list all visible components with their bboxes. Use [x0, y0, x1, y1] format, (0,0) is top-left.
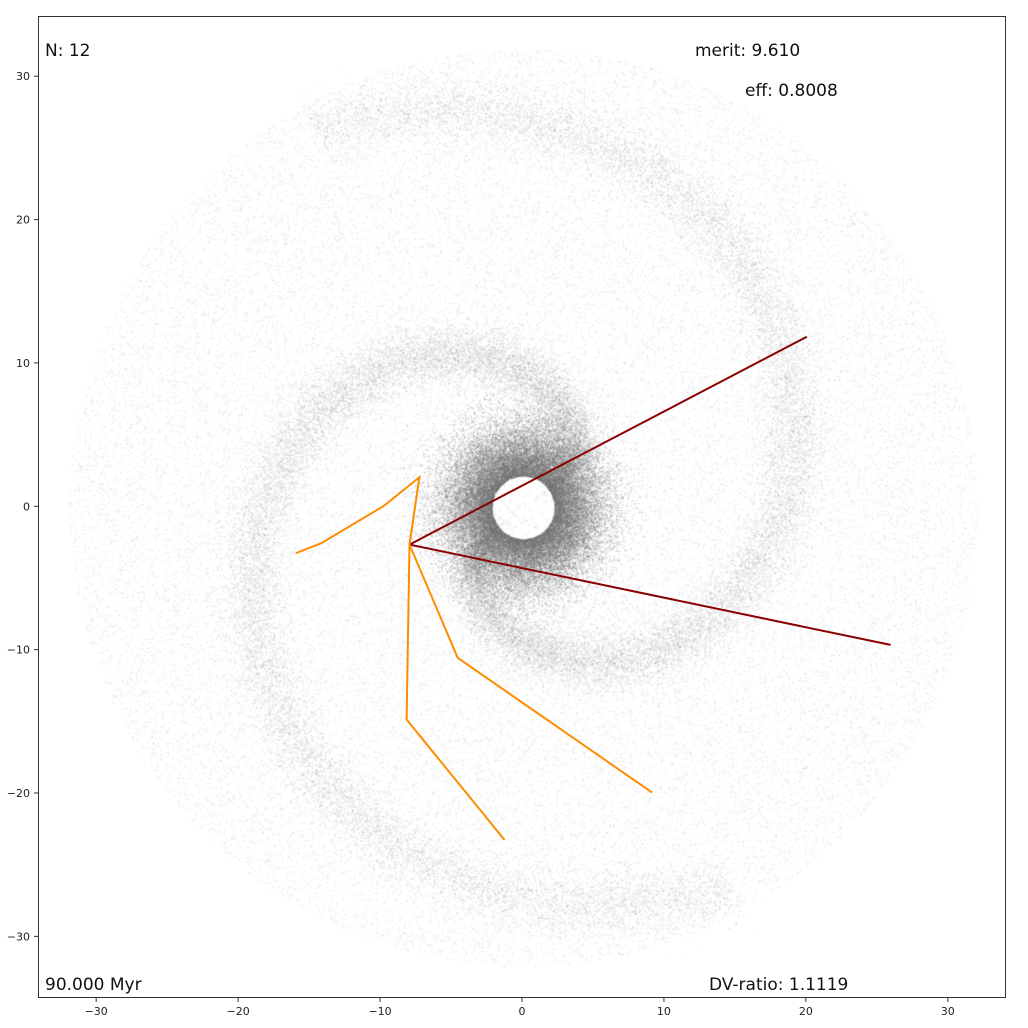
time-label: 90.000 Myr: [45, 975, 142, 995]
x-tick-label: −30: [85, 1005, 108, 1018]
y-tick-label: −10: [7, 644, 30, 657]
plot-area: N: 12 merit: 9.610 eff: 0.8008 90.000 My…: [38, 16, 1006, 998]
orange-line-4: [405, 544, 506, 841]
x-tick-label: −10: [368, 1005, 391, 1018]
x-tick-label: 0: [519, 1005, 526, 1018]
y-tick-label: 30: [16, 70, 30, 83]
darkred-line-0: [409, 335, 808, 546]
y-tick-label: 10: [16, 357, 30, 370]
y-tick-label: 0: [23, 500, 30, 513]
eff-label: eff: 0.8008: [745, 81, 838, 101]
y-tick-label: 20: [16, 214, 30, 227]
count-label: N: 12: [45, 41, 91, 61]
x-tick-label: 30: [941, 1005, 955, 1018]
darkred-line-1: [409, 543, 891, 646]
orange-line-2: [295, 474, 421, 555]
y-tick-label: −20: [7, 787, 30, 800]
y-tick-label: −30: [7, 930, 30, 943]
x-tick-label: −20: [227, 1005, 250, 1018]
particle-cloud: [39, 17, 1005, 997]
dv-ratio-label: DV-ratio: 1.1119: [709, 975, 849, 995]
trajectory-lines: [295, 335, 891, 841]
merit-label: merit: 9.610: [695, 41, 801, 61]
orange-line-3: [408, 544, 653, 794]
x-tick-label: 20: [799, 1005, 813, 1018]
x-tick-label: 10: [657, 1005, 671, 1018]
